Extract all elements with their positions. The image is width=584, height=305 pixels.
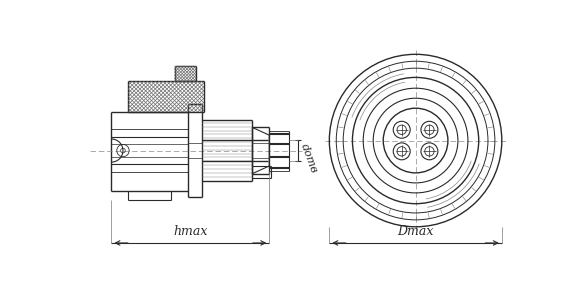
Text: hmax: hmax (173, 225, 207, 238)
Text: dотв: dотв (298, 142, 318, 174)
Text: Dmax: Dmax (397, 225, 434, 238)
